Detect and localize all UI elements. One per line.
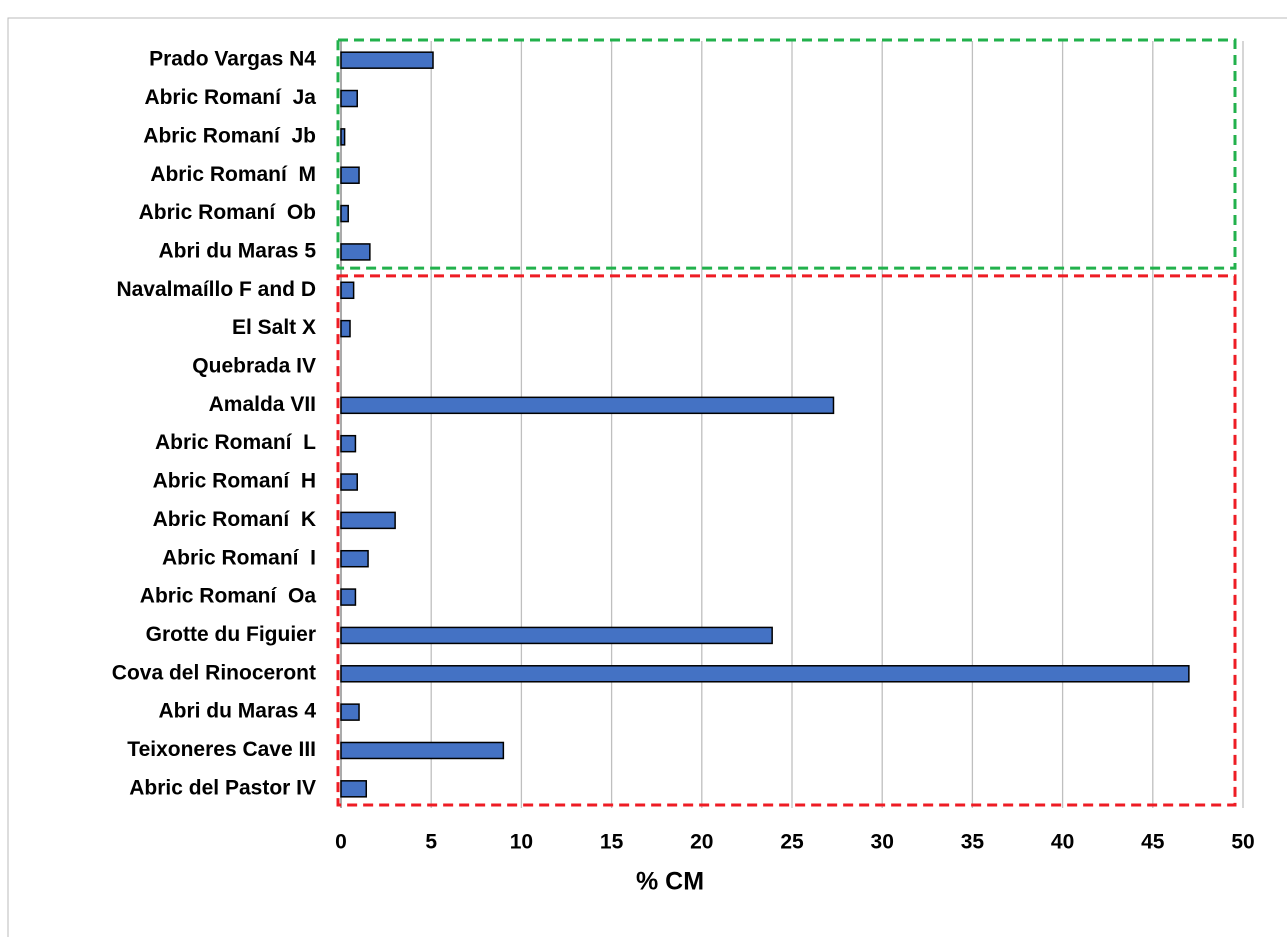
y-tick-label: Abric Romaní Oa <box>140 585 317 608</box>
bar <box>340 319 351 338</box>
x-tick-label: 40 <box>1051 831 1074 854</box>
y-tick-label: Abric Romaní H <box>153 470 316 493</box>
frame <box>7 17 1287 937</box>
group-box <box>336 38 1237 270</box>
bar <box>340 89 358 108</box>
x-tick-label: 20 <box>690 831 713 854</box>
bar <box>340 473 358 491</box>
y-tick-label: Abric Romaní K <box>153 508 316 531</box>
y-tick-label: Amalda VII <box>209 393 316 416</box>
bar <box>340 626 773 645</box>
y-tick-label: Abric del Pastor IV <box>129 776 316 799</box>
y-tick-label: Abric Romaní M <box>150 163 316 186</box>
x-tick-label: 30 <box>871 831 894 854</box>
group-box <box>336 274 1237 807</box>
bar <box>340 396 835 415</box>
bar <box>340 166 360 184</box>
y-tick-label: Abri du Maras 4 <box>158 700 316 723</box>
x-axis-label: % CM <box>636 868 704 896</box>
y-tick-label: Cova del Rinoceront <box>112 661 316 684</box>
bar <box>340 434 357 453</box>
x-tick-label: 45 <box>1141 831 1165 854</box>
x-tick-label: 5 <box>425 831 437 854</box>
y-tick-label: Abric Romaní L <box>155 431 316 454</box>
bar <box>340 511 396 530</box>
y-tick-label: Abric Romaní Jb <box>143 124 316 147</box>
y-tick-label: Prado Vargas N4 <box>149 48 316 71</box>
bar <box>340 665 1190 683</box>
bar <box>340 588 357 606</box>
bar <box>340 741 505 760</box>
x-tick-label: 25 <box>780 831 804 854</box>
bar <box>340 281 355 300</box>
y-tick-label: Grotte du Figuier <box>146 623 316 646</box>
y-tick-label: Abric Romaní Ob <box>139 201 316 224</box>
bar <box>340 549 369 568</box>
x-tick-label: 0 <box>335 831 347 854</box>
y-tick-label: Abri du Maras 5 <box>158 239 316 262</box>
y-tick-label: Abric Romaní Ja <box>144 86 316 109</box>
bar <box>340 780 368 798</box>
x-tick-label: 35 <box>961 831 985 854</box>
bar <box>340 204 349 223</box>
y-tick-label: Teixoneres Cave III <box>127 738 316 761</box>
bar <box>340 243 371 261</box>
y-tick-label: Quebrada IV <box>192 355 316 378</box>
y-tick-label: El Salt X <box>232 316 316 339</box>
y-tick-label: Abric Romaní I <box>162 546 316 569</box>
x-tick-label: 50 <box>1231 831 1254 854</box>
y-tick-label: Navalmaíllo F and D <box>116 278 316 301</box>
x-tick-label: 10 <box>510 831 533 854</box>
x-tick-label: 15 <box>600 831 624 854</box>
bar <box>340 703 360 721</box>
bar <box>340 51 434 69</box>
bar <box>340 128 346 146</box>
